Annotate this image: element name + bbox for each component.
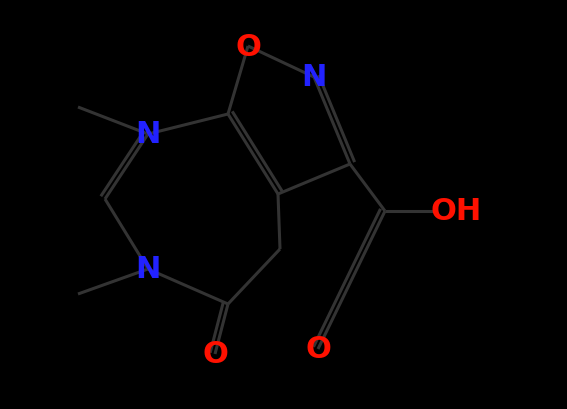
Text: O: O <box>305 335 331 364</box>
Text: O: O <box>202 339 228 369</box>
Text: N: N <box>136 255 160 284</box>
Text: N: N <box>301 63 327 92</box>
Text: N: N <box>136 120 160 149</box>
Text: O: O <box>235 32 261 61</box>
Text: OH: OH <box>430 197 481 226</box>
